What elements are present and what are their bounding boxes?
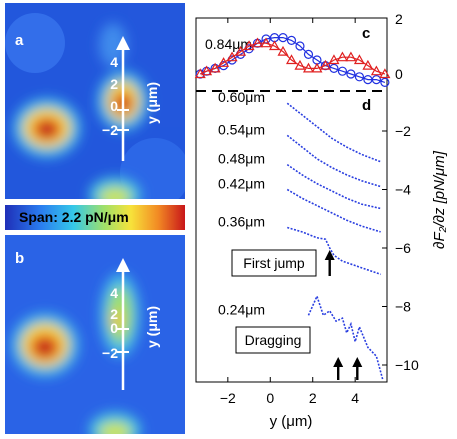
panel-c-triangle-point — [370, 65, 382, 76]
panel-d-curve-3 — [286, 188, 381, 233]
panel-c-triangle-point — [294, 59, 306, 70]
panel-c-triangle-point — [379, 68, 391, 79]
panel-d-curve-5 — [307, 294, 384, 380]
panel-d-curves — [286, 102, 384, 380]
panel-d-ytick-label: −8 — [395, 299, 411, 315]
panel-d-curve-0 — [286, 102, 381, 163]
panel-d-curve-label-0: 0.60μm — [218, 89, 265, 105]
panel-c-triangle-point — [311, 62, 323, 73]
annotation-arrow-head-icon — [324, 250, 335, 260]
heatmap-panel-a — [5, 3, 185, 199]
panel-c-circle-point — [295, 41, 305, 51]
x-axis-label: y (μm) — [270, 413, 313, 430]
x-axis-ticks: −2 0 2 4 — [220, 18, 359, 406]
panel-c-triangle-point — [260, 37, 272, 48]
colorbar-label: Span: 2.2 pN/μm — [19, 209, 129, 225]
panel-c-tick-2: 2 — [395, 11, 403, 27]
panel-c-triangle-point — [268, 40, 281, 51]
panel-a-letter: a — [15, 32, 24, 49]
x-tick-label: 4 — [351, 390, 359, 406]
panel-d-curve-label-5: 0.24μm — [218, 301, 265, 317]
panel-b-axis-label: y (μm) — [144, 306, 160, 348]
panel-d-curve-label-3: 0.42μm — [218, 176, 265, 192]
panel-b-arrowhead-icon — [116, 258, 130, 272]
panel-c-triangle-point — [277, 45, 289, 56]
panel-a-tick-2: 2 — [110, 76, 118, 92]
x-tick-label: −2 — [220, 390, 236, 406]
panel-c-triangle-point — [209, 62, 221, 73]
panel-d-ytick-label: −2 — [395, 123, 411, 139]
panel-c-tick-0: 0 — [395, 66, 403, 82]
annotation-box-1 — [235, 326, 311, 354]
panel-a-axis-label: y (μm) — [144, 82, 160, 124]
panel-b-tick-minus2: −2 — [102, 345, 118, 361]
panel-b-tick-0: 0 — [110, 320, 118, 336]
panel-a-arrowhead-icon — [116, 36, 130, 50]
panel-d-annotations: First jump Dragging — [231, 249, 363, 380]
panel-c-circle-point — [371, 74, 381, 85]
panel-c-triangle-point — [302, 62, 315, 73]
panel-c-triangle-point — [353, 54, 365, 65]
panel-d-ytick-label: −10 — [395, 357, 419, 373]
panel-c-triangle-point — [252, 37, 264, 48]
panel-c-letter: c — [362, 25, 370, 42]
colorbar: Span: 2.2 pN/μm — [5, 205, 185, 230]
panel-b-overlay: b 4 2 0 −2 y (μm) — [15, 250, 160, 390]
panel-d-ytick-label: −4 — [395, 182, 411, 198]
annotation-arrow-head-icon — [333, 357, 344, 367]
panel-a-tick-4: 4 — [110, 54, 118, 70]
panel-b-letter: b — [15, 250, 24, 267]
panel-c-series — [194, 32, 391, 88]
panel-c-triangle-point — [328, 54, 340, 65]
plot-frame — [195, 17, 388, 383]
panel-d-curve-4 — [287, 226, 381, 276]
x-tick-label: 0 — [266, 390, 274, 406]
panel-c-triangle-point — [285, 54, 298, 65]
panel-c-triangle-point — [319, 59, 331, 70]
panel-b-tick-2: 2 — [110, 306, 118, 322]
panel-a-overlay: a 4 2 0 −2 y (μm) — [15, 32, 160, 161]
panel-d-ytick-label: −6 — [395, 240, 411, 256]
panel-d-curve-label-1: 0.54μm — [218, 121, 265, 137]
annotation-text-0: First jump — [243, 255, 305, 271]
panel-d-curve-label-2: 0.48μm — [218, 151, 265, 167]
panel-d-group: d — [362, 97, 371, 114]
annotation-box-0 — [231, 249, 317, 277]
panel-a-tick-minus2: −2 — [102, 122, 118, 138]
panel-c-circle-point — [303, 49, 314, 60]
panel-c-circle-point — [354, 72, 365, 82]
x-tick-label: 2 — [309, 390, 317, 406]
panel-d-curve-labels: 0.60μm 0.54μm 0.48μm 0.42μm 0.36μm 0.24μm — [218, 89, 265, 317]
panel-d-curve-2 — [286, 163, 381, 210]
panel-c-circle-point — [278, 32, 288, 43]
panel-c-circle-point — [337, 66, 348, 76]
heatmap-panel-b — [5, 235, 185, 434]
panel-c-triangle-point — [218, 57, 230, 67]
panel-c-triangle-point — [362, 59, 374, 70]
panel-a-tick-0: 0 — [110, 98, 118, 114]
panel-c-series-line-0 — [200, 36, 386, 83]
panel-b-tick-4: 4 — [110, 285, 118, 301]
panel-c-circle-point — [286, 35, 297, 46]
panel-c-triangle-point — [336, 51, 348, 62]
annotation-text-1: Dragging — [245, 332, 302, 348]
annotation-arrow-head-icon — [352, 357, 363, 367]
panel-d-right-ticks: −2 −4 −6 −8 −10 — [382, 123, 419, 373]
panel-c-circle-point — [380, 77, 390, 88]
panel-c-triangle-point — [226, 51, 238, 62]
panel-c-triangle-point — [345, 51, 357, 62]
panel-d-curve-1 — [286, 134, 381, 188]
panel-c-triangle-point — [201, 65, 213, 76]
panel-c-triangle-point — [243, 40, 255, 51]
y-axis-label: ∂F₂/∂z [pN/μm] — [431, 150, 448, 249]
panel-d-letter: d — [362, 97, 371, 114]
panel-d-curve-label-4: 0.36μm — [218, 214, 265, 230]
panel-c-triangle-point — [235, 45, 247, 56]
panel-c-circle-point — [346, 69, 356, 79]
heatmap-a-graphic — [5, 3, 185, 199]
heatmap-b-graphic — [5, 235, 185, 434]
